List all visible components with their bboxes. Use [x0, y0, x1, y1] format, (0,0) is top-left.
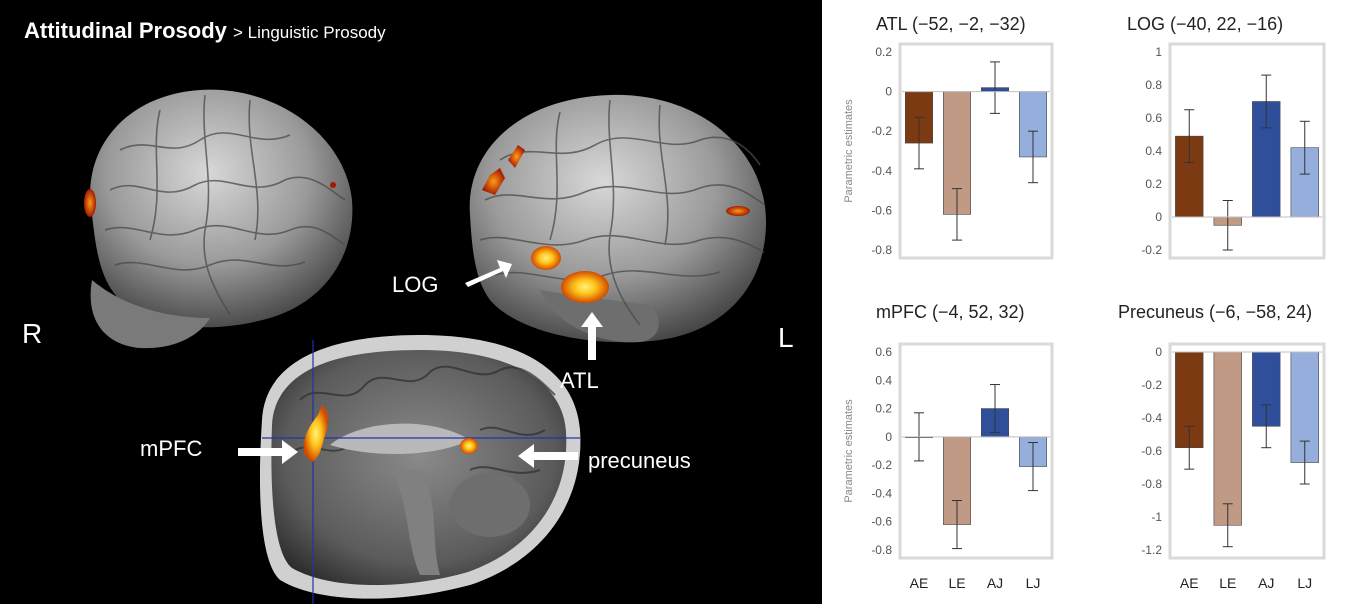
right-hemisphere — [84, 89, 353, 349]
label-atl: ATL — [560, 368, 599, 393]
y-tick-label: -0.6 — [871, 515, 892, 529]
y-tick-label: 0 — [1155, 345, 1162, 359]
y-tick-label: -0.4 — [1141, 411, 1162, 425]
y-tick-label: 0.4 — [875, 373, 892, 387]
y-tick-label: 0.6 — [875, 345, 892, 359]
activation-right-frontal — [84, 189, 96, 217]
brain-illustration — [84, 89, 767, 604]
bar-ae — [1175, 135, 1204, 218]
side-label-right: R — [22, 318, 43, 349]
chart-title: mPFC (−4, 52, 32) — [876, 302, 1025, 322]
y-tick-label: 0.8 — [1145, 78, 1162, 92]
y-axis-label: Parametric estimates — [843, 399, 855, 503]
activation-left-frontal-1 — [482, 168, 505, 195]
activation-atl — [561, 271, 609, 303]
left-hemisphere — [469, 94, 767, 343]
y-tick-label: -0.6 — [1141, 444, 1162, 458]
x-category-label: LE — [948, 575, 965, 591]
arrow-precuneus — [518, 444, 578, 468]
arrow-atl — [581, 312, 603, 360]
y-tick-label: 0.4 — [1145, 144, 1162, 158]
sagittal-slice — [259, 335, 581, 604]
y-tick-label: 0.2 — [875, 45, 892, 59]
contrast-secondary: > Linguistic Prosody — [233, 23, 386, 42]
y-tick-label: 0.6 — [1145, 111, 1162, 125]
panel-title: Attitudinal Prosody > Linguistic Prosody — [24, 18, 386, 44]
y-tick-label: -0.2 — [1141, 378, 1162, 392]
y-tick-label: -0.2 — [871, 458, 892, 472]
y-axis-label: Parametric estimates — [843, 99, 855, 203]
arrow-log — [465, 260, 512, 287]
x-category-label: AE — [1180, 575, 1199, 591]
x-category-label: LE — [1219, 575, 1236, 591]
label-log: LOG — [392, 272, 439, 297]
brain-image-panel: Attitudinal Prosody > Linguistic Prosody… — [0, 0, 822, 604]
chart-title: LOG (−40, 22, −16) — [1127, 14, 1283, 34]
y-tick-label: -0.4 — [871, 486, 892, 500]
y-tick-label: -1 — [1151, 510, 1162, 524]
y-tick-label: -1.2 — [1141, 543, 1162, 557]
bar-le — [1213, 351, 1242, 526]
side-label-left: L — [778, 322, 794, 353]
y-tick-label: -0.2 — [871, 124, 892, 138]
x-category-label: AJ — [987, 575, 1003, 591]
chart-title: ATL (−52, −2, −32) — [876, 14, 1026, 34]
y-tick-label: -0.2 — [1141, 243, 1162, 257]
label-mpfc: mPFC — [140, 436, 203, 461]
activation-mpfc — [303, 405, 329, 462]
activation-log — [531, 246, 561, 270]
y-tick-label: -0.4 — [871, 164, 892, 178]
contrast-primary: Attitudinal Prosody — [24, 18, 227, 43]
y-tick-label: -0.6 — [871, 203, 892, 217]
x-category-label: AJ — [1258, 575, 1274, 591]
y-tick-label: 0 — [1155, 210, 1162, 224]
y-tick-label: -0.8 — [1141, 477, 1162, 491]
y-tick-label: 0 — [885, 85, 892, 99]
y-tick-label: -0.8 — [871, 243, 892, 257]
arrow-mpfc — [238, 440, 298, 464]
y-tick-label: -0.8 — [871, 543, 892, 557]
pointer-arrows — [238, 260, 603, 468]
x-category-label: LJ — [1026, 575, 1041, 591]
activation-precuneus — [460, 438, 478, 454]
y-tick-label: 0 — [885, 430, 892, 444]
y-tick-label: 0.2 — [875, 402, 892, 416]
y-tick-label: 1 — [1155, 45, 1162, 59]
x-category-label: AE — [910, 575, 929, 591]
label-precuneus: precuneus — [588, 448, 691, 473]
activation-left-occipital — [726, 206, 750, 216]
chart-title: Precuneus (−6, −58, 24) — [1118, 302, 1312, 322]
y-tick-label: 0.2 — [1145, 177, 1162, 191]
x-category-label: LJ — [1297, 575, 1312, 591]
